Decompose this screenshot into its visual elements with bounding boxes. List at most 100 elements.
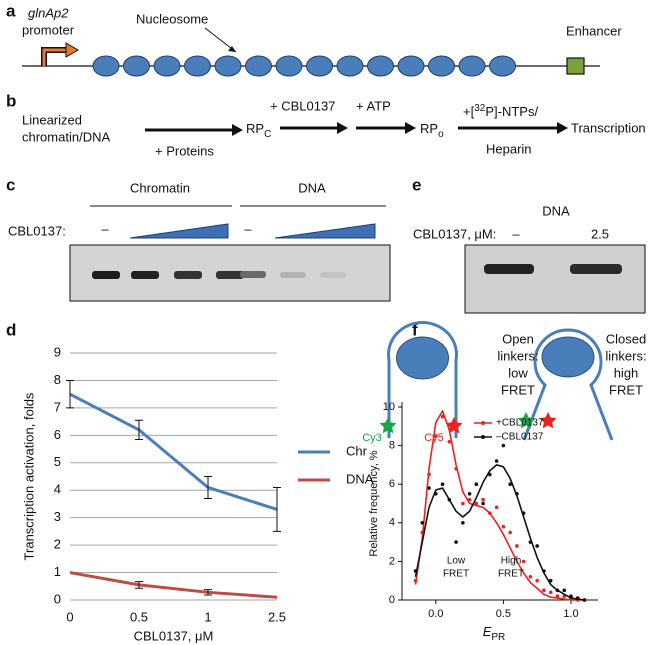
data-point — [481, 497, 485, 502]
data-point — [427, 472, 431, 477]
schematic-label: FRET — [501, 382, 535, 397]
nucleosome — [245, 55, 272, 77]
dose-wedge — [129, 223, 229, 239]
data-point — [447, 497, 452, 502]
data-point — [542, 588, 546, 593]
nucleosome — [336, 55, 364, 77]
data-point — [501, 443, 506, 448]
complex-label: RPo — [420, 121, 444, 139]
data-point — [481, 501, 485, 506]
schematic-label: Closed — [606, 331, 646, 346]
data-point — [548, 590, 553, 595]
legend-label: Chr — [346, 443, 368, 458]
nucleosome — [397, 55, 425, 77]
cy3-star — [379, 417, 397, 434]
dye-label: Cy3 — [362, 432, 382, 444]
data-point — [447, 439, 452, 444]
nucleosome — [489, 55, 516, 77]
gel-band — [484, 264, 534, 274]
lane-label: – — [512, 226, 520, 241]
data-point — [494, 459, 499, 463]
y-tick-label: 1 — [54, 564, 61, 579]
data-point — [474, 501, 479, 506]
group-label: Chromatin — [130, 180, 190, 195]
step-label: Heparin — [486, 141, 532, 156]
nucleosome — [275, 55, 303, 77]
y-tick-label: 7 — [54, 399, 61, 414]
nucleosome — [306, 55, 333, 77]
gel-band — [570, 264, 622, 274]
nucleosome — [92, 55, 120, 77]
data-point — [582, 598, 587, 602]
y-tick-label: 5 — [54, 454, 61, 469]
data-point — [488, 472, 492, 477]
promoter-label: promoter — [22, 22, 75, 37]
x-tick-label: 0.0 — [428, 608, 443, 620]
y-tick-label: 9 — [54, 344, 61, 359]
panel-label: f — [412, 320, 418, 339]
legend-label: –CBL0137 — [496, 432, 544, 443]
y-tick-label: 8 — [389, 440, 395, 452]
data-point — [528, 540, 533, 544]
arrows — [145, 122, 568, 136]
y-axis-label: Transcription activation, folds — [21, 392, 36, 560]
nucleosome — [184, 55, 211, 77]
data-point — [413, 569, 418, 573]
x-axis-label: EPR — [483, 624, 506, 642]
schematic-label: linkers: — [605, 348, 646, 363]
y-tick-label: 8 — [54, 372, 61, 387]
step-label: Linearized — [22, 112, 82, 127]
gel-bands — [92, 271, 346, 279]
fit-line — [414, 410, 585, 601]
schematic-label: Open — [502, 331, 534, 346]
nucleosome — [123, 55, 150, 77]
data-point — [467, 492, 472, 496]
error-bar — [204, 589, 212, 596]
y-tick-label: 6 — [389, 478, 395, 490]
legend-label: DNA — [346, 471, 374, 486]
data-point — [461, 501, 465, 506]
line-chart: 0 1 2 3 4 5 6 7 8 9 0 0.5 1 2.5 CBL0137, μM Transcripti… — [21, 344, 373, 643]
panel-label: c — [6, 175, 15, 194]
y-tick-label: 3 — [54, 509, 61, 524]
data-point — [515, 492, 519, 496]
data-point — [515, 544, 519, 548]
data-point — [488, 511, 492, 515]
data-point — [413, 578, 418, 583]
step-label: chromatin/DNA — [22, 129, 110, 144]
lane-label: – — [244, 221, 252, 236]
lane-label: 2.5 — [591, 226, 609, 241]
x-tick-label: 0.5 — [496, 608, 511, 620]
data-point — [440, 482, 445, 487]
promoter-arrow-head — [65, 42, 79, 58]
nucleosome — [367, 55, 394, 77]
data-point — [575, 596, 580, 600]
data-point — [535, 578, 539, 583]
nucleosome — [428, 55, 455, 77]
data-point — [521, 511, 526, 515]
data-point — [555, 594, 560, 598]
data-point — [433, 492, 438, 496]
promoter-name: glnAp2 — [28, 5, 69, 20]
schematic-label: FRET — [609, 382, 643, 397]
fit-line — [414, 464, 585, 601]
x-tick-label: 2.5 — [268, 609, 286, 624]
panel-label: e — [412, 175, 421, 194]
enhancer-label: Enhancer — [566, 23, 622, 38]
nucleosome — [153, 55, 181, 77]
data-point — [548, 578, 553, 583]
x-tick-label: 1.0 — [563, 608, 578, 620]
y-tick-label: 6 — [54, 427, 61, 442]
data-point — [427, 486, 431, 490]
data-point — [440, 414, 445, 419]
step-label: Transcription — [571, 120, 646, 135]
group-label: DNA — [542, 203, 570, 218]
y-tick-label: 2 — [389, 555, 395, 567]
data-point — [521, 559, 526, 564]
y-tick-label: 4 — [54, 482, 61, 497]
data-point — [454, 466, 458, 471]
nucleosome-array — [92, 55, 516, 77]
fret-schematic — [387, 321, 614, 441]
data-point — [528, 575, 533, 579]
